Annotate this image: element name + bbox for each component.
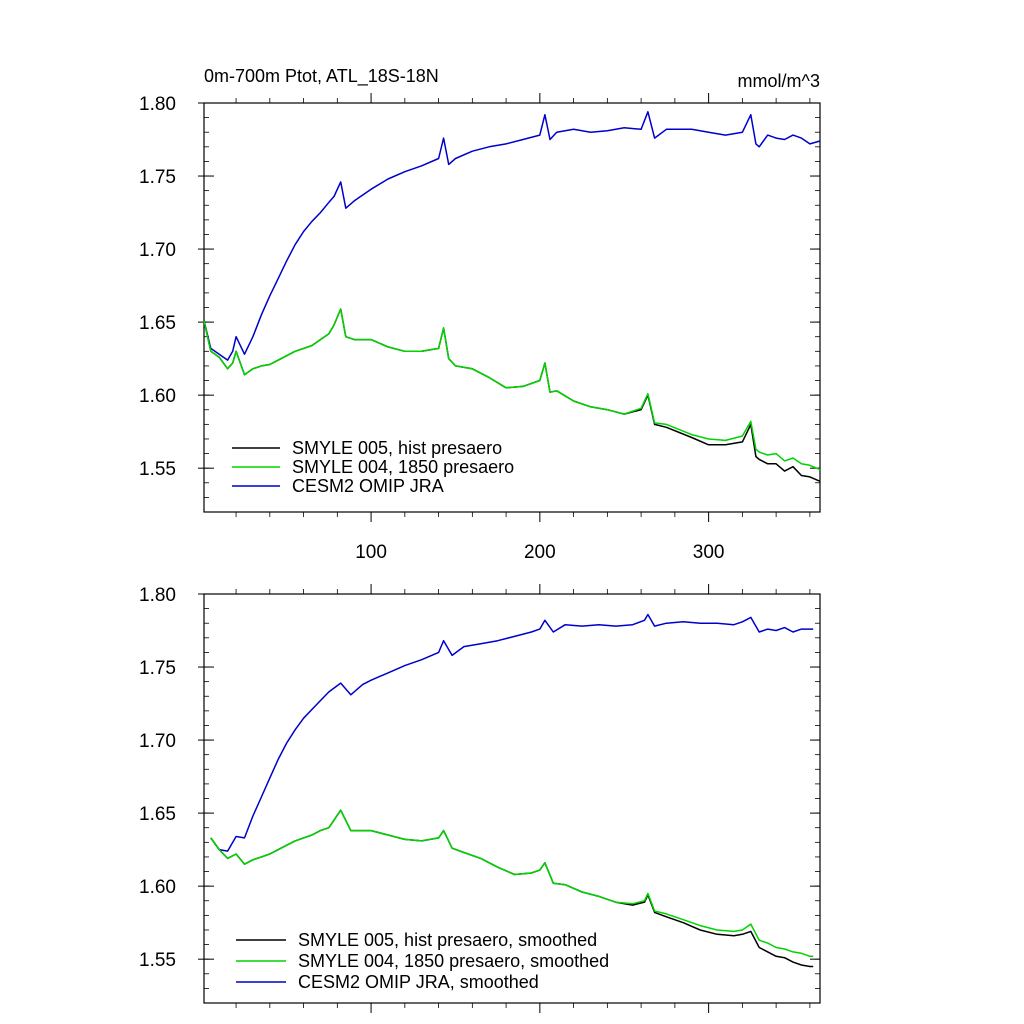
y-tick-label: 1.80 bbox=[139, 94, 176, 115]
legend-label: SMYLE 005, hist presaero bbox=[292, 438, 502, 458]
legend-label: CESM2 OMIP JRA, smoothed bbox=[298, 972, 539, 992]
y-tick-label: 1.70 bbox=[139, 240, 176, 261]
y-tick-label: 1.75 bbox=[139, 658, 176, 679]
chart-title: 0m-700m Ptot, ATL_18S-18N bbox=[204, 66, 439, 87]
chart-units: mmol/m^3 bbox=[738, 71, 820, 91]
series-line-1 bbox=[210, 809, 814, 958]
y-tick-label: 1.65 bbox=[139, 804, 176, 825]
y-tick-label: 1.80 bbox=[139, 585, 176, 606]
legend-label: CESM2 OMIP JRA bbox=[292, 476, 444, 496]
x-tick-label: 200 bbox=[524, 542, 556, 563]
series-line-2 bbox=[203, 111, 821, 361]
y-tick-label: 1.70 bbox=[139, 731, 176, 752]
x-tick-label: 100 bbox=[355, 542, 387, 563]
legend-label: SMYLE 004, 1850 presaero, smoothed bbox=[298, 951, 609, 971]
y-tick-label: 1.75 bbox=[139, 167, 176, 188]
legend-label: SMYLE 005, hist presaero, smoothed bbox=[298, 930, 597, 950]
x-tick-label: 300 bbox=[693, 542, 725, 563]
y-tick-label: 1.60 bbox=[139, 877, 176, 898]
y-tick-label: 1.55 bbox=[139, 459, 176, 480]
chart-panel-top: 1.55 1.60 1.65 1.70 1.75 1.80 100 200 300 SMYLE 0… bbox=[139, 93, 821, 563]
legend-label: SMYLE 004, 1850 presaero bbox=[292, 457, 514, 477]
y-tick-label: 1.55 bbox=[139, 950, 176, 971]
y-tick-label: 1.65 bbox=[139, 313, 176, 334]
series-line-2 bbox=[210, 613, 814, 852]
y-tick-label: 1.60 bbox=[139, 386, 176, 407]
series-line-1 bbox=[203, 308, 821, 471]
chart-panel-bottom: 1.55 1.60 1.65 1.70 1.75 1.80 SMYLE 005, hist … bbox=[139, 584, 821, 1013]
